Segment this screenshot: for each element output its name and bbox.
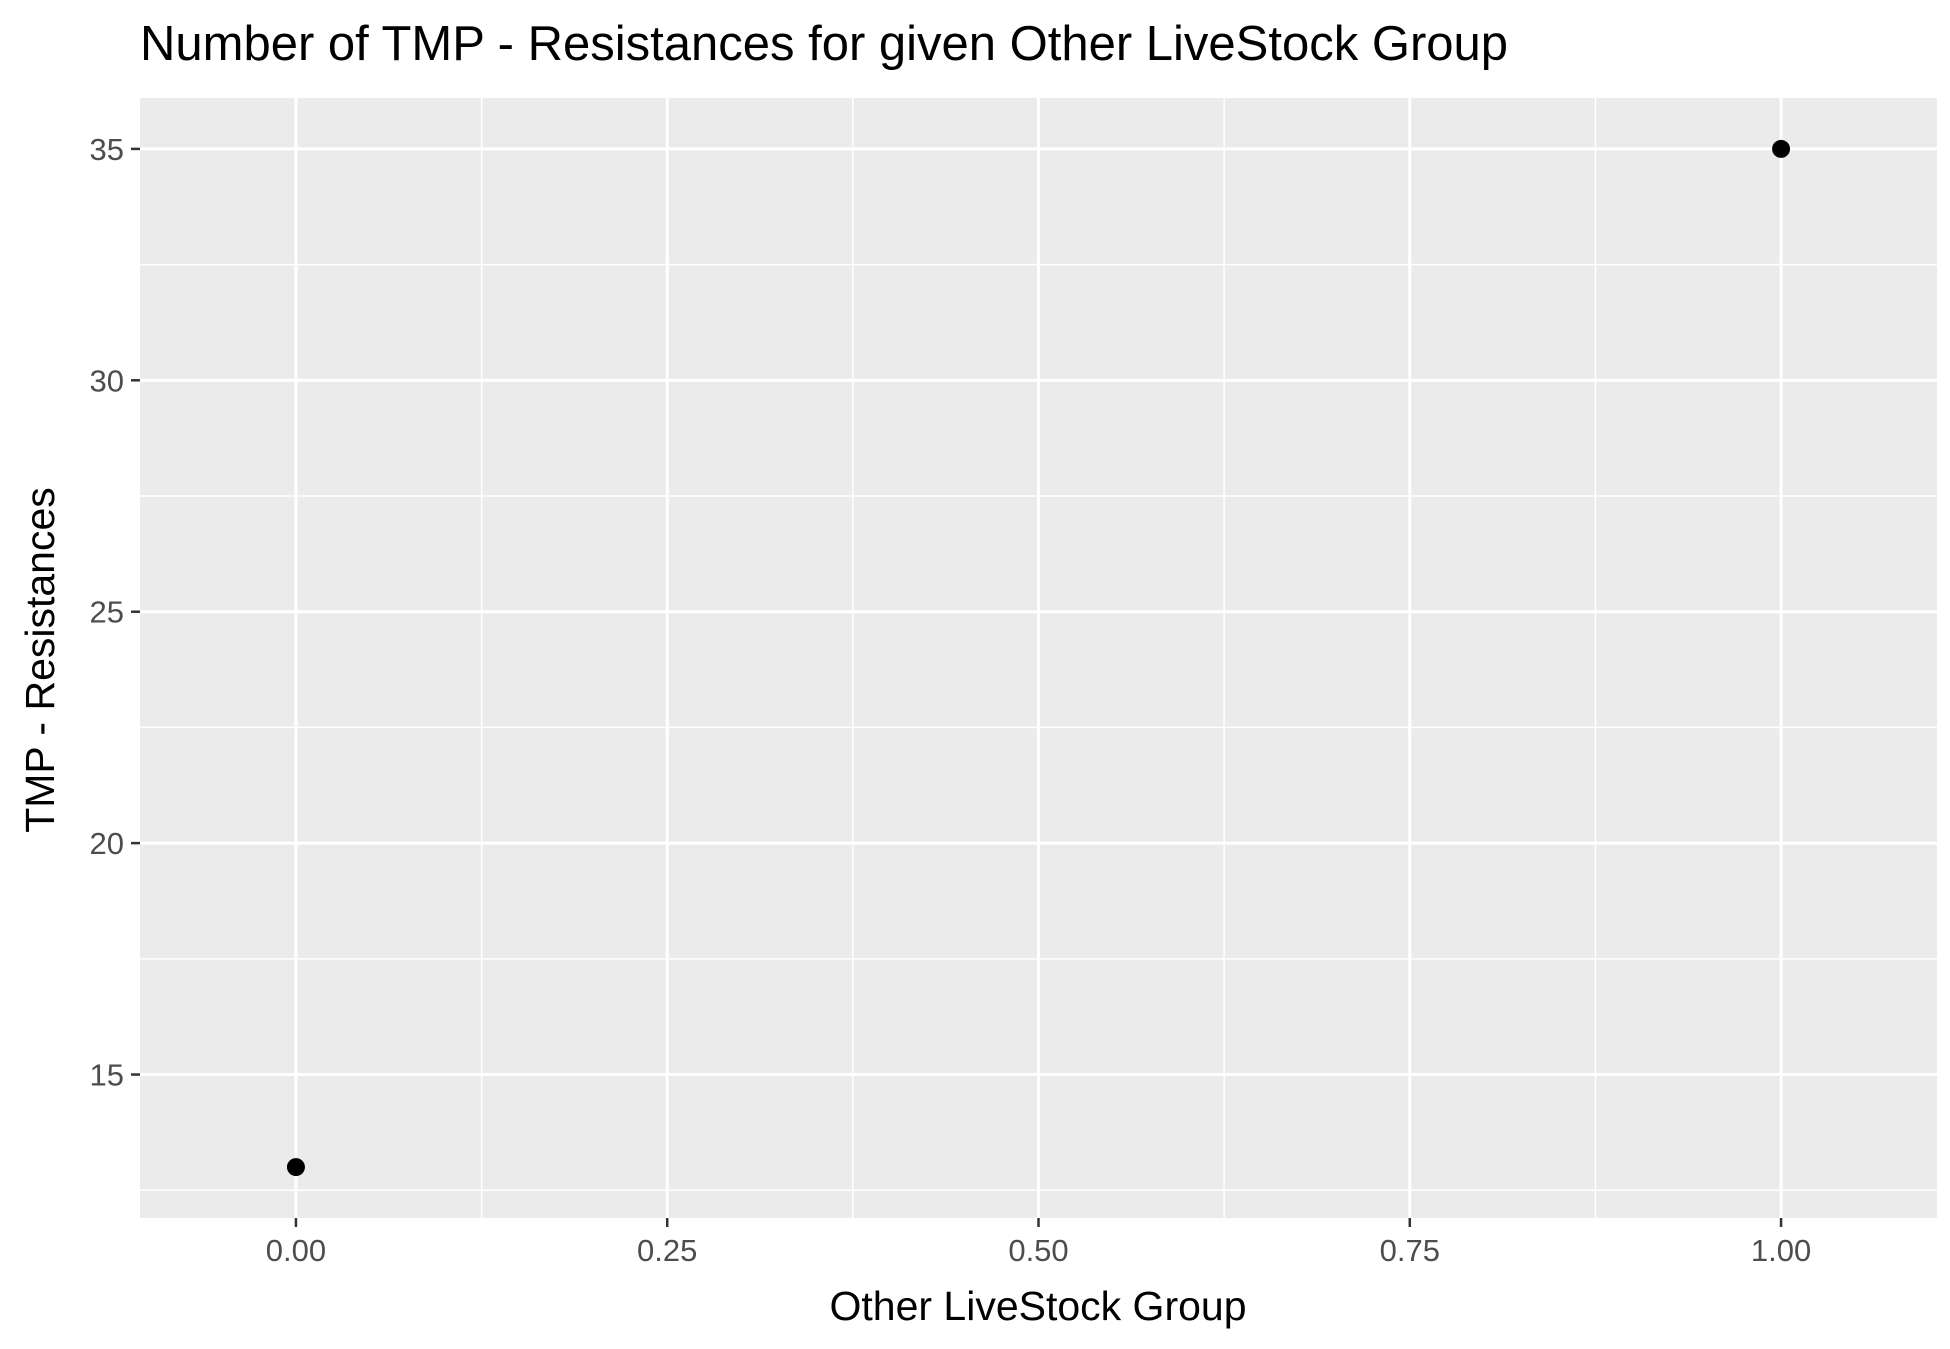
chart-title: Number of TMP - Resistances for given Ot…: [140, 17, 1508, 71]
data-point: [286, 1158, 305, 1177]
y-tick-label: 20: [90, 826, 124, 861]
y-tick-label: 35: [90, 132, 124, 167]
x-tick-label: 0.25: [637, 1233, 697, 1268]
major-grid: [140, 98, 1937, 1218]
y-tick-label: 30: [90, 363, 124, 398]
y-axis-title: TMP - Resistances: [17, 487, 63, 833]
x-tick-label: 1.00: [1751, 1233, 1811, 1268]
x-tick-label: 0.75: [1380, 1233, 1440, 1268]
x-tick-label: 0.00: [266, 1233, 326, 1268]
y-axis: 15 20 25 30 35: [90, 132, 140, 1093]
y-tick-label: 15: [90, 1058, 124, 1093]
data-points: [286, 139, 1791, 1177]
y-tick-label: 25: [90, 595, 124, 630]
data-point: [1772, 139, 1791, 158]
x-tick-label: 0.50: [1008, 1233, 1068, 1268]
x-axis-title: Other LiveStock Group: [829, 1283, 1246, 1329]
x-axis: 0.00 0.25 0.50 0.75 1.00: [266, 1218, 1811, 1268]
